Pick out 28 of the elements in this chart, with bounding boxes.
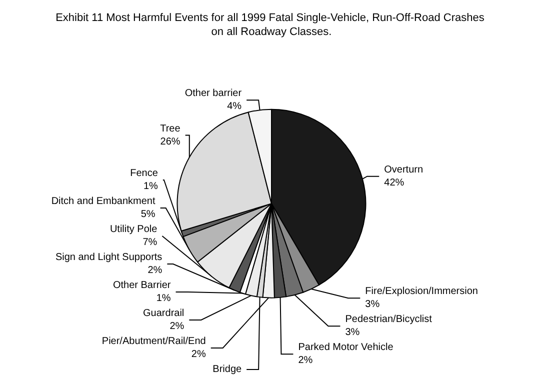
slice-label: Ditch and Embankment xyxy=(51,196,156,207)
data-label: 26% xyxy=(160,136,180,148)
slice-label: Other barrier xyxy=(184,88,242,100)
data-label: 5% xyxy=(140,209,156,220)
slice-label: Overturn xyxy=(384,164,424,176)
data-label: 2% xyxy=(148,265,162,276)
data-label: 2% xyxy=(298,355,313,366)
data-label: 3% xyxy=(365,299,380,310)
slice-label: Utility Pole xyxy=(110,224,158,235)
slice-label: Bridge xyxy=(212,364,242,375)
data-label: 2% xyxy=(191,349,206,360)
slice-label: Pedestrian/Bicyclist xyxy=(345,314,432,326)
slice-label: Fence xyxy=(130,168,158,179)
data-label: 2% xyxy=(170,321,184,332)
data-label: 3% xyxy=(345,327,360,338)
slice-label: Parked Motor Vehicle xyxy=(298,342,394,354)
slice-label: Sign and Light Supports xyxy=(55,252,162,263)
data-label: 7% xyxy=(142,237,158,248)
slice-label: Fire/Explosion/Immersion xyxy=(365,286,478,298)
slice-label: Other Barrier xyxy=(112,280,172,291)
data-label: 4% xyxy=(227,101,242,112)
slice-label: Guardrail xyxy=(143,308,184,319)
chart-title: Exhibit 11 Most Harmful Events for all 1999 Fatal Single-Vehicle, Run-Off-Road Crashes on all Roadway Classes. xyxy=(56,12,488,38)
data-label: 42% xyxy=(384,177,404,188)
data-label: 1% xyxy=(143,181,158,192)
data-label: 1% xyxy=(156,293,171,304)
slice-label: Pier/Abutment/Rail/End xyxy=(102,336,206,347)
slice-label: Tree xyxy=(160,123,181,134)
